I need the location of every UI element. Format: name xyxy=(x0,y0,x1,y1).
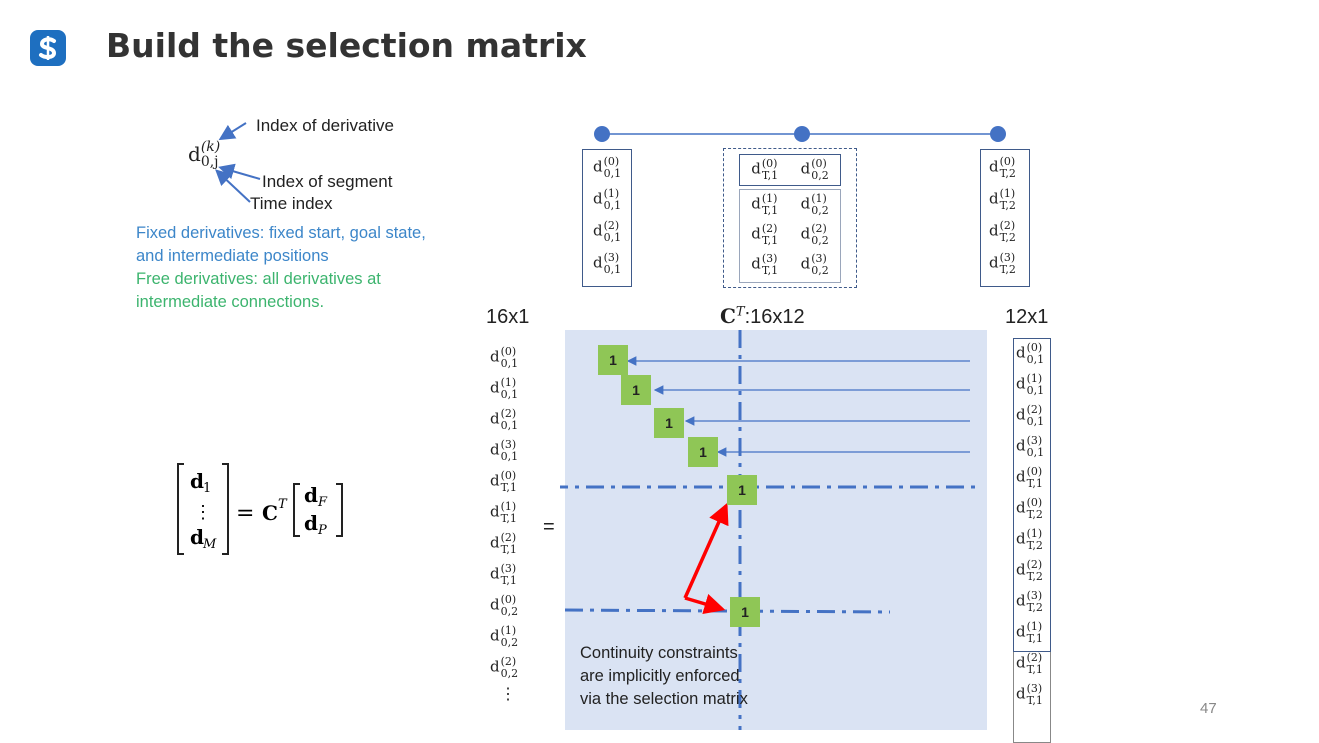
matrix-one-cell: 1 xyxy=(654,408,684,438)
derivative-variable: d (2) T,1 xyxy=(1016,651,1043,676)
derivative-variable: d (1) 0,2 xyxy=(490,624,519,649)
derivative-variable: d (2) T,2 xyxy=(1016,558,1043,583)
matrix-one-cell: 1 xyxy=(730,597,760,627)
derivative-variable: d (1) T,1 xyxy=(490,500,517,525)
derivative-variable: d (2) 0,1 xyxy=(490,407,519,432)
derivative-variable: d (3) 0,1 xyxy=(593,251,622,276)
svg-text:M: M xyxy=(202,537,217,552)
right-vector-entries: d (0) 0,1 d (1) 0,1 d (2) 0,1 d (3) 0,1 d (0) T,1 d (0) T… xyxy=(1016,342,1052,714)
svg-text:⋮: ⋮ xyxy=(194,502,212,523)
start-derivatives-box: d (0) 0,1 d (1) 0,1 d (2) 0,1 d (3) 0,1 xyxy=(582,149,632,287)
label-index-derivative: Index of derivative xyxy=(256,116,394,135)
free-derivatives-text: Free derivatives: all derivatives at int… xyxy=(136,270,381,311)
notation-pointer-arrows xyxy=(215,122,261,203)
waypoint-goal xyxy=(990,126,1006,142)
svg-text:d: d xyxy=(304,511,318,535)
connection-free-row: d (1) T,1 d (1) 0,2 xyxy=(740,190,840,220)
selection-equation: d 1 ⋮ d M = C T d F d P xyxy=(177,463,343,555)
derivative-variable: d (0) T,2 xyxy=(1016,496,1043,521)
derivative-variable: d (2) 0,2 xyxy=(490,655,519,680)
derivative-variable: d (1) T,2 xyxy=(989,187,1016,212)
derivative-variable: d (3) 0,2 xyxy=(800,252,829,277)
matrix-one-cell: 1 xyxy=(727,475,757,505)
fixed-derivatives-block xyxy=(1013,338,1051,652)
waypoint-middle xyxy=(794,126,810,142)
derivative-variable: d (1) 0,2 xyxy=(800,192,829,217)
derivative-variable: d (1) 0,1 xyxy=(490,376,519,401)
svg-text:d: d xyxy=(304,483,318,507)
fixed-derivatives-text: Fixed derivatives: fixed start, goal sta… xyxy=(136,224,426,265)
waypoint-timeline xyxy=(594,126,1006,142)
matrix-one-cell: 1 xyxy=(598,345,628,375)
derivative-variable: d (3) T,1 xyxy=(490,562,517,587)
waypoint-start xyxy=(594,126,610,142)
matrix-dim: CT:16x12 xyxy=(720,304,805,328)
derivative-variable: d (2) 0,2 xyxy=(800,222,829,247)
derivative-variable: d (0) 0,1 xyxy=(1016,341,1045,366)
derivative-variable: d (1) T,1 xyxy=(751,192,779,217)
matrix-one-cell: 1 xyxy=(688,437,718,467)
derivative-variable: d (3) T,1 xyxy=(1016,682,1043,707)
right-vector-dim: 12x1 xyxy=(1005,306,1049,328)
label-time-index: Time index xyxy=(250,194,333,213)
matrix-one-cell: 1 xyxy=(621,375,651,405)
derivative-variable: d (3) T,2 xyxy=(1016,589,1043,614)
derivative-variable: d (0) 0,2 xyxy=(490,593,519,618)
page-number: 47 xyxy=(1200,700,1217,717)
derivative-variable: d (2) 0,1 xyxy=(593,219,622,244)
notation-sup: (k) xyxy=(200,139,221,155)
left-vector-dots: ⋮ xyxy=(500,684,516,703)
left-vector-dim: 16x1 xyxy=(486,306,530,328)
notation-symbol: d (k) 0,j xyxy=(188,139,221,171)
derivative-variable: d (1) T,2 xyxy=(1016,527,1043,552)
svg-text:F: F xyxy=(317,495,328,510)
derivative-variable: d (3) T,1 xyxy=(751,252,779,277)
connection-free-box: d (1) T,1 d (1) 0,2 d (2) T,1 d (2) 0,2 d (3) T,1 d (3) 0… xyxy=(739,189,841,283)
connection-derivatives-box: d (0) T,1 d (0) 0,2 d (1) T,1 d (1) 0,2 d (2) T,1 d (2)… xyxy=(723,148,857,288)
connection-free-row: d (3) T,1 d (3) 0,2 xyxy=(740,250,840,280)
derivative-variable: d (0) 0,2 xyxy=(800,157,829,182)
derivative-variable: d (0) T,1 xyxy=(490,469,517,494)
derivative-variable: d (0) T,1 xyxy=(751,157,779,182)
derivative-variable: d (2) T,1 xyxy=(751,222,779,247)
slide-title: Build the selection matrix xyxy=(106,26,587,65)
svg-text:1: 1 xyxy=(203,481,211,496)
connection-position-box: d (0) T,1 d (0) 0,2 xyxy=(739,154,841,186)
svg-text:d: d xyxy=(190,525,204,549)
goal-derivatives-box: d (0) T,2 d (1) T,2 d (2) T,2 d (3) T,2 xyxy=(980,149,1030,287)
equals-sign: = xyxy=(543,516,555,538)
derivative-variable: d (1) 0,1 xyxy=(593,187,622,212)
continuity-caption: Continuity constraints are implicitly en… xyxy=(580,644,748,708)
derivative-variable: d (2) T,2 xyxy=(989,219,1016,244)
svg-text:d: d xyxy=(190,469,204,493)
derivative-variable: d (1) 0,1 xyxy=(1016,372,1045,397)
derivative-variable: d (0) T,2 xyxy=(989,155,1016,180)
notation-sub: 0,j xyxy=(200,154,219,171)
dollar-s-logo-icon xyxy=(30,30,66,66)
label-index-segment: Index of segment xyxy=(262,172,393,191)
derivative-variable: d (3) T,2 xyxy=(989,251,1016,276)
derivative-variable: d (0) 0,1 xyxy=(490,345,519,370)
svg-text:P: P xyxy=(317,523,327,538)
derivative-variable: d (2) 0,1 xyxy=(1016,403,1045,428)
derivative-variable: d (2) T,1 xyxy=(490,531,517,556)
derivative-variable: d (1) T,1 xyxy=(1016,620,1043,645)
svg-text:C: C xyxy=(262,501,278,525)
left-vector: d (0) 0,1 d (1) 0,1 d (2) 0,1 d (3) 0,1 d (0) T,1 d (1) T… xyxy=(490,346,530,687)
derivative-variable: d (3) 0,1 xyxy=(1016,434,1045,459)
svg-text:T: T xyxy=(278,497,288,512)
matrix-overlay xyxy=(560,330,980,730)
svg-text:=: = xyxy=(236,501,254,526)
derivative-variable: d (0) T,1 xyxy=(1016,465,1043,490)
derivative-variable: d (3) 0,1 xyxy=(490,438,519,463)
derivative-variable: d (0) 0,1 xyxy=(593,155,622,180)
connection-free-row: d (2) T,1 d (2) 0,2 xyxy=(740,220,840,250)
